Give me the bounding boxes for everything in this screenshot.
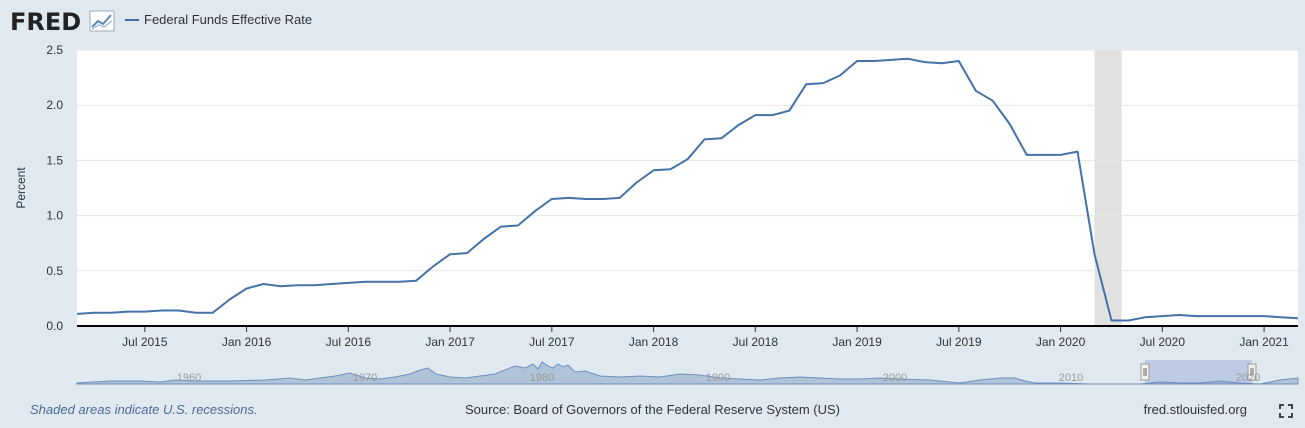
navigator-handle-right[interactable] [1247, 363, 1257, 381]
x-tick-label: Jul 2015 [122, 335, 168, 349]
navigator-year-labels: 1960 1970 1980 1990 2000 2010 2020 [177, 372, 1260, 384]
x-tick-label: Jan 2020 [1036, 335, 1086, 349]
recession-layer [1094, 50, 1122, 326]
site-link[interactable]: fred.stlouisfed.org [1143, 402, 1247, 417]
x-tick-label: Jan 2019 [832, 335, 882, 349]
navigator-year-label: 2020 [1236, 372, 1260, 384]
x-tick-label: Jan 2016 [222, 335, 272, 349]
y-tick-label: 1.5 [46, 153, 63, 167]
recession-band [1094, 50, 1122, 326]
navigator-handle-left[interactable] [1140, 363, 1150, 381]
navigator-year-label: 1990 [706, 372, 730, 384]
navigator-year-label: 1960 [177, 372, 201, 384]
y-tick-label: 1.0 [46, 209, 63, 223]
x-tick-label: Jan 2017 [425, 335, 475, 349]
x-tick-label: Jul 2016 [326, 335, 372, 349]
y-axis-label: Percent [14, 167, 28, 209]
y-tick-label: 0.5 [46, 264, 63, 278]
navigator-year-label: 2000 [883, 372, 907, 384]
navigator[interactable]: 1960 1970 1980 1990 2000 2010 2020 [76, 360, 1299, 385]
x-tick-label: Jul 2018 [733, 335, 779, 349]
line-chart-icon [89, 10, 115, 32]
x-tick-label: Jul 2020 [1140, 335, 1186, 349]
navigator-year-label: 1980 [530, 372, 554, 384]
x-tick-label: Jan 2018 [629, 335, 679, 349]
x-tick-label: Jan 2021 [1239, 335, 1289, 349]
legend-label[interactable]: Federal Funds Effective Rate [144, 12, 312, 27]
y-tick-label: 2.0 [46, 98, 63, 112]
x-axis-ticks: Jul 2015 Jan 2016 Jul 2016 Jan 2017 Jul 2017… [122, 326, 1289, 349]
y-tick-label: 0.0 [46, 319, 63, 333]
y-tick-label: 2.5 [46, 43, 63, 57]
fred-logo[interactable]: FRED [10, 8, 81, 36]
x-tick-label: Jul 2019 [936, 335, 982, 349]
recession-note: Shaded areas indicate U.S. recessions. [30, 402, 258, 417]
fullscreen-icon[interactable] [1279, 404, 1293, 418]
navigator-selection[interactable] [1145, 360, 1252, 384]
x-tick-label: Jul 2017 [529, 335, 575, 349]
navigator-history-area [76, 361, 1299, 385]
series-line-federal-funds[interactable] [76, 57, 1299, 322]
grid-layer [77, 49, 1298, 272]
navigator-year-label: 1970 [353, 372, 377, 384]
y-axis-ticks: 0.0 0.5 1.0 1.5 2.0 2.5 [46, 43, 63, 333]
navigator-year-label: 2010 [1059, 372, 1083, 384]
